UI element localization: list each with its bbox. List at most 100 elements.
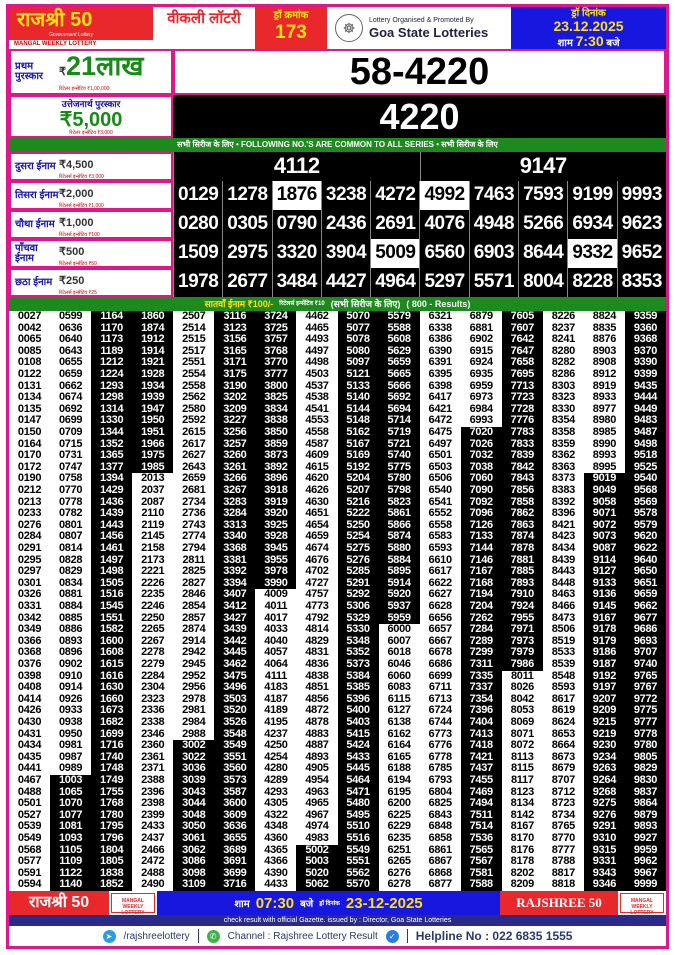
result-number: 9114	[583, 554, 625, 567]
result-number: 4893	[305, 750, 329, 763]
consolation-number: 4220	[173, 95, 666, 138]
prize-title: तिसरा ईनाम	[15, 189, 59, 201]
result-number: 9399	[624, 368, 666, 381]
result-number: 5216	[337, 496, 379, 509]
result-number: 1768	[91, 798, 133, 810]
result-number: 1966	[132, 438, 174, 451]
seventh-prize-count: ( 800 - Results)	[406, 299, 471, 309]
result-number: 0301	[17, 576, 42, 589]
result-number: 8123	[510, 785, 535, 798]
result-number: 8383	[551, 484, 576, 496]
first-prize-title: प्रथम पुरस्कार	[15, 61, 44, 82]
divider	[406, 929, 408, 943]
telegram-link[interactable]: /rajshreelottery	[123, 930, 190, 942]
result-number: 9777	[624, 716, 666, 729]
result-number: 9483	[624, 415, 666, 427]
result-number: 4615	[305, 460, 329, 473]
prize-number: 3904	[320, 239, 370, 268]
result-number: 3655	[214, 832, 256, 845]
result-number: 1330	[91, 415, 133, 427]
result-number: 1755	[91, 786, 133, 799]
result-number: 4187	[264, 692, 288, 705]
prize-label: चौथा ईनाम ₹1,000 रिटेलर्स इन्सेंटिव ₹100	[9, 210, 173, 239]
lottery-result-sheet: राजश्री 50 Government Lottery MANGAL WEE…	[6, 4, 669, 949]
result-number: 7955	[501, 612, 543, 625]
result-number: 2945	[182, 658, 206, 670]
result-number: 9343	[583, 867, 625, 880]
result-number: 0441	[17, 762, 42, 775]
result-number: 2466	[141, 843, 165, 856]
result-number: 7204	[460, 600, 502, 613]
result-number: 6501	[428, 449, 453, 462]
whatsapp-channel-link[interactable]: Channel : Rajshree Lottery Result	[227, 930, 378, 942]
verified-badge-icon: ✓	[385, 929, 399, 943]
result-number: 2811	[182, 553, 206, 566]
result-number: 1852	[91, 879, 133, 891]
result-number: 8170	[510, 832, 535, 844]
result-number: 5570	[337, 879, 379, 891]
prize-amount: ₹2,000	[59, 188, 94, 200]
result-number: 5385	[337, 682, 379, 694]
result-number: 1516	[91, 589, 133, 601]
result-number: 9072	[583, 519, 625, 532]
result-number: 5097	[337, 357, 379, 369]
result-number: 5740	[378, 450, 420, 462]
whatsapp-icon: ✆	[206, 929, 220, 943]
result-number: 8443	[551, 565, 576, 578]
prize-number: 9623	[616, 210, 666, 239]
result-number: 7843	[501, 473, 543, 485]
result-number: 8241	[551, 333, 576, 346]
result-number: 2246	[141, 600, 165, 612]
result-number: 5666	[378, 380, 420, 393]
result-number: 5250	[337, 519, 379, 532]
result-number: 6622	[428, 576, 453, 589]
result-number: 1461	[91, 542, 133, 555]
result-number: 6861	[428, 843, 453, 856]
result-number: 5861	[378, 508, 420, 520]
result-number: 3609	[214, 809, 256, 822]
result-number: 0435	[17, 750, 42, 763]
result-number: 6617	[428, 565, 453, 578]
result-number: 7605	[501, 310, 543, 323]
prize-amount-value: 4,500	[66, 159, 94, 171]
result-number: 3551	[214, 751, 256, 764]
result-number: 2221	[141, 565, 165, 578]
result-number: 2119	[141, 518, 165, 531]
result-number: 6583	[428, 530, 453, 543]
result-number: 5895	[378, 566, 420, 578]
result-number: 7658	[501, 357, 543, 369]
result-number: 7588	[460, 879, 502, 891]
result-number: 3340	[214, 531, 256, 543]
result-number: 8723	[551, 797, 576, 810]
result-number: 0488	[17, 785, 42, 798]
result-number: 2346	[141, 727, 165, 740]
result-number: 6804	[428, 785, 453, 798]
result-number: 8359	[551, 437, 576, 450]
result-number: 0640	[58, 333, 83, 346]
result-number: 4280	[264, 762, 288, 775]
result-number: 9775	[624, 705, 666, 717]
prize-number: 8353	[616, 268, 666, 297]
result-number: 9234	[583, 751, 625, 764]
result-number: 3175	[214, 368, 256, 381]
result-number: 1429	[91, 484, 133, 497]
result-number: 7494	[460, 798, 502, 810]
result-number: 9444	[624, 392, 666, 404]
result-number: 3600	[214, 798, 256, 810]
result-number: 1170	[91, 322, 133, 335]
result-number: 0829	[58, 565, 83, 578]
result-number: 0349	[17, 623, 42, 636]
result-number: 8167	[510, 820, 535, 833]
result-number: 1838	[91, 867, 133, 880]
result-number: 0989	[58, 762, 83, 775]
result-number: 7642	[501, 334, 543, 346]
result-number: 3044	[173, 798, 215, 810]
footer-draw-info: शाम 07:30 बजे ड्रॉ दिनांक 23-12-2025	[157, 891, 500, 915]
result-number: 7695	[501, 368, 543, 381]
result-number: 7863	[501, 519, 543, 532]
result-number: 1003	[50, 774, 92, 787]
result-number: 5694	[378, 403, 420, 416]
result-number: 7404	[460, 716, 502, 729]
prize-numbers: 0129 1278 1876 3238 4272 4992 7463 7593 9199 9993	[173, 181, 666, 210]
result-number: 3412	[214, 600, 256, 613]
